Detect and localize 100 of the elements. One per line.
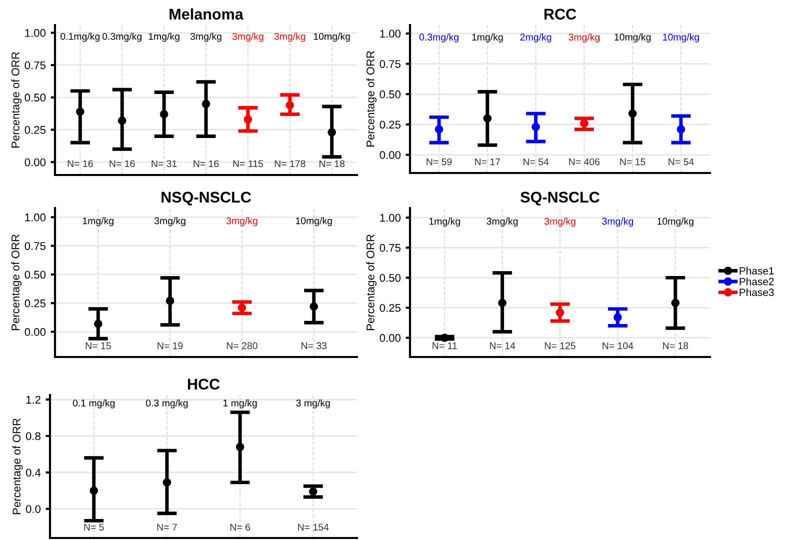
category-label: 0.3 mg/kg (146, 399, 188, 408)
annotation: N= 104 (602, 342, 634, 350)
category-label: 3mg/kg (226, 217, 258, 226)
category-label: 3mg/kg (154, 217, 186, 226)
category-label: 1mg/kg (148, 32, 180, 42)
point (76, 107, 84, 116)
category-label: 0.3mg/kg (419, 33, 458, 42)
annotation: N= 11 (432, 342, 457, 350)
y-tick-label: 1.00 (380, 214, 401, 222)
category-label: 3mg/kg (232, 32, 264, 42)
chart-title: RCC (544, 8, 576, 20)
y-tick-label: 0.4 (26, 468, 41, 477)
category-label: 3mg/kg (602, 218, 634, 227)
category-label: 2mg/kg (520, 33, 552, 42)
category-label: 3mg/kg (544, 218, 576, 227)
point (614, 313, 622, 322)
category-label: 3mg/kg (486, 218, 518, 227)
point (532, 122, 540, 132)
annotation: N= 406 (569, 158, 600, 166)
y-tick-label: 0.75 (380, 60, 401, 68)
point (94, 320, 102, 328)
legend-label: Phase1 (740, 266, 774, 275)
y-tick-label: 1.00 (380, 30, 401, 38)
point (676, 125, 686, 134)
point (160, 110, 168, 118)
annotation: N= 17 (475, 158, 500, 166)
point (328, 128, 336, 136)
y-axis-title: Percentage of ORR (366, 234, 377, 330)
annotation: N= 7 (157, 524, 177, 531)
point (238, 304, 246, 312)
annotation: N= 14 (490, 342, 516, 350)
y-axis-title: Percentage of ORR (366, 51, 377, 147)
chart-title: HCC (188, 378, 220, 390)
point (202, 100, 210, 108)
y-tick-label: 0.75 (24, 61, 46, 70)
y-tick-label: 0.25 (380, 304, 401, 312)
point (90, 486, 98, 495)
category-label: 10mg/kg (314, 32, 350, 42)
y-tick-label: 0.50 (24, 270, 46, 279)
legend-label: Phase2 (740, 278, 774, 286)
point (498, 298, 506, 308)
annotation: N= 5 (84, 524, 104, 531)
annotation: N= 18 (320, 160, 345, 168)
category-label: 1mg/kg (472, 33, 503, 42)
point (162, 478, 172, 487)
point (580, 119, 588, 128)
y-tick-label: 0.00 (380, 334, 401, 342)
point (118, 116, 126, 125)
category-label: 0.3mg/kg (102, 32, 142, 42)
y-tick-label: 0.50 (380, 274, 401, 282)
category-label: 10mg/kg (296, 217, 332, 226)
y-tick-label: 0.50 (380, 90, 401, 98)
point (308, 487, 318, 496)
y-axis-title: Percentage of ORR (11, 52, 22, 148)
point (556, 308, 564, 317)
point (671, 298, 680, 308)
point (244, 115, 252, 124)
annotation: N= 15 (86, 342, 111, 350)
annotation: N= 31 (152, 160, 177, 168)
annotation: N= 154 (298, 524, 329, 531)
category-label: 3 mg/kg (296, 399, 330, 408)
annotation: N= 16 (68, 160, 93, 168)
chart-title: SQ-NSCLC (520, 192, 600, 206)
point (434, 125, 444, 134)
category-label: 1 mg/kg (224, 399, 257, 408)
category-label: 0.1 mg/kg (72, 399, 115, 408)
y-tick-label: 0.75 (380, 244, 401, 252)
y-tick-label: 1.00 (25, 213, 46, 222)
y-tick-label: 0.8 (26, 432, 40, 440)
category-label: 10mg/kg (614, 33, 651, 42)
y-tick-label: 0.25 (380, 120, 401, 129)
category-label: 1mg/kg (82, 217, 114, 226)
point (166, 296, 174, 306)
category-label: 3mg/kg (274, 32, 306, 42)
y-tick-label: 0.25 (24, 299, 46, 308)
y-axis-title: Percentage of ORR (11, 234, 22, 330)
category-label: 3mg/kg (568, 33, 600, 42)
point (628, 109, 637, 118)
y-axis-title: Percentage of ORR (12, 418, 23, 514)
y-tick-label: 0.00 (380, 151, 401, 159)
annotation: N= 6 (230, 524, 250, 531)
annotation: N= 125 (544, 342, 576, 350)
point (310, 302, 318, 311)
annotation: N= 19 (158, 342, 183, 350)
annotation: N= 16 (194, 160, 219, 168)
annotation: N= 115 (233, 160, 263, 168)
legend-label: Phase3 (740, 288, 774, 296)
y-tick-label: 0.00 (24, 328, 46, 336)
category-label: 10mg/kg (663, 33, 699, 42)
chart-title: NSQ-NSCLC (162, 192, 251, 206)
category-label: 10mg/kg (657, 218, 694, 227)
y-tick-label: 0.75 (24, 242, 46, 250)
annotation: N= 59 (426, 158, 452, 166)
annotation: N= 178 (274, 160, 306, 168)
y-tick-label: 0.50 (24, 94, 46, 102)
chart-title: Melanoma (170, 8, 244, 20)
annotation: N= 54 (668, 158, 694, 166)
y-tick-label: 0.25 (24, 126, 46, 134)
annotation: N= 15 (620, 158, 646, 166)
annotation: N= 16 (110, 160, 135, 168)
